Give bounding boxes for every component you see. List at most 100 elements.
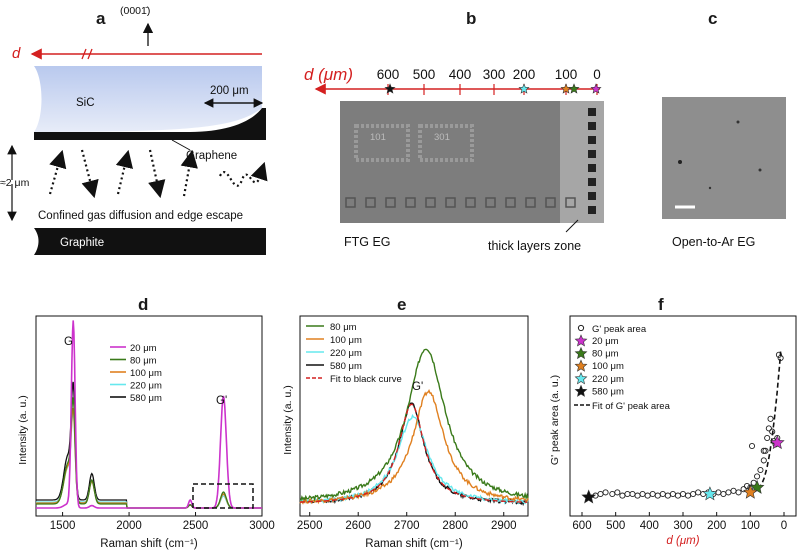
panel-label-e: e bbox=[397, 295, 406, 314]
f-data-point bbox=[685, 492, 692, 499]
f-data-point bbox=[765, 425, 772, 432]
f-data-point bbox=[762, 447, 769, 454]
chip-mark-101 bbox=[354, 124, 410, 162]
e-ylabel: Intensity (a. u.) bbox=[282, 385, 294, 454]
f-data-point bbox=[644, 492, 651, 499]
f-data-point bbox=[748, 442, 756, 450]
f-data-point bbox=[634, 492, 641, 499]
f-legend-star bbox=[574, 334, 588, 347]
d-xtick-label: 3000 bbox=[249, 520, 275, 532]
sic-block bbox=[34, 66, 262, 132]
f-data-point bbox=[629, 490, 636, 498]
b-axis-ticks: 600 500 400 300 200 100 0 bbox=[377, 67, 602, 95]
micrograph-square bbox=[505, 197, 516, 208]
panel-label-b: b bbox=[466, 9, 476, 28]
b-tick-label: 400 bbox=[449, 67, 472, 82]
graphene-pointer bbox=[171, 139, 191, 151]
micrograph-square bbox=[345, 197, 356, 208]
f-data-point bbox=[725, 489, 732, 496]
d-peak-gp: G' bbox=[216, 395, 227, 407]
f-data-point bbox=[614, 489, 621, 496]
f-legend-label: 20 μm bbox=[592, 336, 619, 347]
panel-label-f: f bbox=[658, 295, 664, 314]
e-legend-label: 100 μm bbox=[330, 335, 362, 346]
f-data-point bbox=[624, 490, 631, 498]
diffusion-arrows bbox=[48, 149, 268, 199]
f-data-point bbox=[597, 490, 604, 498]
micrograph-square bbox=[588, 108, 596, 116]
e-series-line-0 bbox=[299, 348, 529, 502]
b-tick-label: 500 bbox=[413, 67, 436, 82]
e-legend-label: 220 μm bbox=[330, 348, 362, 359]
b-tick-label: 100 bbox=[555, 67, 578, 82]
f-legend-star bbox=[574, 384, 588, 397]
e-xlabel: Raman shift (cm⁻¹) bbox=[365, 538, 463, 550]
speck bbox=[708, 186, 712, 190]
d-zoom-box bbox=[192, 483, 254, 509]
e-series-line-2 bbox=[299, 413, 529, 505]
f-data-point bbox=[743, 482, 751, 490]
panel-a-schematic: (0001̄) d SiC 200 μm Graphene ≈2 μm Conf… bbox=[0, 5, 268, 255]
micrograph-square bbox=[588, 192, 596, 200]
f-data-point bbox=[659, 490, 666, 498]
f-xtick-label: 600 bbox=[572, 520, 591, 532]
d-xlabel: Raman shift (cm⁻¹) bbox=[100, 538, 198, 550]
f-data-point bbox=[767, 415, 774, 422]
b-tick-label: 200 bbox=[513, 67, 536, 82]
d-legend-label: 100 μm bbox=[130, 368, 162, 379]
e-legend-label: 80 μm bbox=[330, 322, 357, 333]
f-star-marker bbox=[769, 435, 785, 450]
panel-label-d: d bbox=[138, 295, 148, 314]
f-data-point bbox=[669, 490, 676, 498]
zone-pointer bbox=[565, 219, 579, 233]
micrograph-square bbox=[588, 150, 596, 158]
micrograph-square bbox=[405, 197, 416, 208]
f-legend-label: 80 μm bbox=[592, 349, 619, 360]
scale-label: 200 μm bbox=[210, 85, 249, 97]
chip-mark-101-label: 101 bbox=[370, 132, 386, 143]
b-tick-label: 0 bbox=[593, 67, 601, 82]
b-axis-label: d (μm) bbox=[304, 65, 353, 84]
e-fit-line bbox=[300, 403, 527, 503]
sample-ftg-label: FTG EG bbox=[344, 235, 391, 249]
d-ylabel: Intensity (a. u.) bbox=[17, 395, 29, 464]
f-legend-label: 220 μm bbox=[592, 374, 624, 385]
e-xtick-label: 2900 bbox=[491, 520, 517, 532]
f-xtick-label: 300 bbox=[673, 520, 692, 532]
b-position-star bbox=[590, 83, 602, 94]
d-xtick-label: 1500 bbox=[50, 520, 76, 532]
sic-label: SiC bbox=[76, 97, 95, 109]
d-legend-label: 20 μm bbox=[130, 343, 157, 354]
f-data-point bbox=[754, 473, 761, 480]
f-data-point bbox=[649, 490, 656, 498]
panel-c-micrograph: Open-to-Ar EG bbox=[662, 97, 786, 249]
e-xtick-label: 2800 bbox=[442, 520, 468, 532]
micrograph-square bbox=[588, 206, 596, 214]
d-plot-frame bbox=[35, 315, 263, 517]
e-series-line-1 bbox=[299, 388, 529, 505]
gap-label: ≈2 μm bbox=[0, 177, 30, 189]
f-data-point bbox=[740, 486, 747, 493]
f-data-point bbox=[654, 492, 661, 499]
f-data-point bbox=[757, 466, 764, 474]
f-data-point bbox=[674, 492, 682, 499]
f-legend-label: Fit of G' peak area bbox=[592, 401, 671, 412]
e-xticks: 2500 2600 2700 2800 2900 bbox=[297, 512, 517, 532]
chip-mark-301 bbox=[418, 124, 474, 162]
b-position-star bbox=[384, 83, 396, 94]
f-data-point bbox=[679, 490, 687, 498]
sample-open-label: Open-to-Ar EG bbox=[672, 235, 755, 249]
open-to-ar-image bbox=[662, 97, 786, 219]
micrograph-square bbox=[545, 197, 556, 208]
panel-label-c: c bbox=[708, 9, 717, 28]
graphene-layer bbox=[34, 108, 266, 140]
panel-label-a: a bbox=[96, 9, 106, 28]
d-xtick-label: 2500 bbox=[183, 520, 209, 532]
d-legend-label: 580 μm bbox=[130, 393, 162, 404]
f-xtick-label: 0 bbox=[781, 520, 787, 532]
f-data-point bbox=[602, 489, 609, 496]
micrograph-square bbox=[485, 197, 496, 208]
thick-zone-label: thick layers zone bbox=[488, 239, 581, 253]
